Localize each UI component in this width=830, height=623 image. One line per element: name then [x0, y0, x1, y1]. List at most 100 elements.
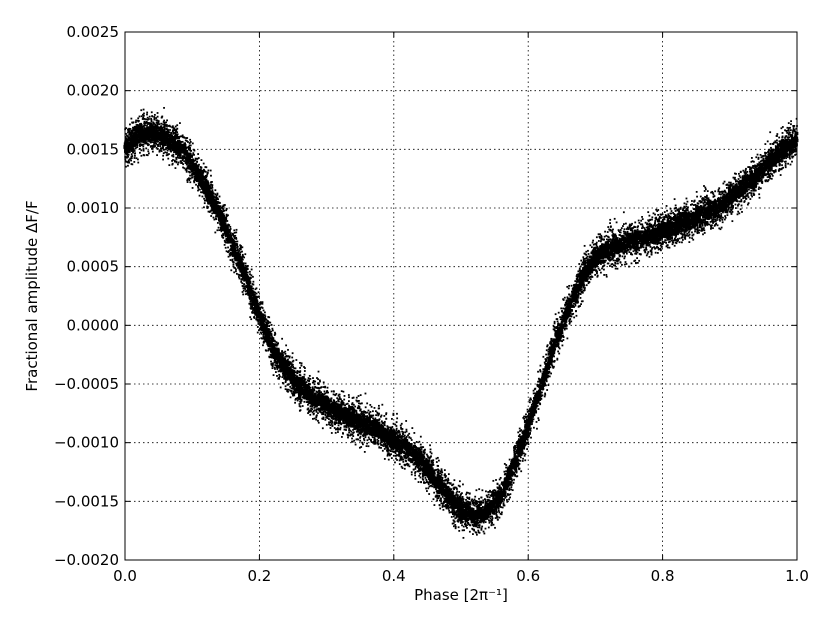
data-point — [392, 412, 395, 415]
data-point — [514, 475, 517, 477]
data-point — [390, 457, 393, 460]
data-point — [744, 196, 747, 199]
data-point — [287, 355, 289, 358]
data-point — [214, 231, 217, 234]
data-point — [540, 398, 543, 400]
data-point — [478, 497, 480, 500]
data-point — [744, 175, 747, 177]
data-point — [414, 471, 417, 473]
data-point — [706, 199, 709, 202]
data-point — [266, 319, 269, 322]
data-point — [518, 427, 521, 430]
data-point — [253, 291, 255, 294]
data-point — [607, 226, 610, 228]
data-point — [287, 348, 289, 351]
data-point — [229, 226, 232, 228]
data-point — [539, 399, 542, 401]
data-point — [638, 249, 641, 252]
data-point — [637, 247, 640, 250]
data-point — [296, 370, 299, 372]
data-point — [704, 188, 707, 191]
data-point — [566, 296, 569, 299]
data-point — [290, 387, 293, 390]
data-point — [607, 239, 610, 242]
data-point — [360, 402, 363, 405]
data-point — [359, 402, 362, 405]
data-point — [609, 256, 612, 259]
data-point — [286, 388, 289, 391]
data-point — [459, 522, 462, 524]
data-point — [163, 144, 166, 147]
data-point — [420, 481, 422, 483]
data-point — [765, 173, 768, 176]
data-point — [205, 175, 208, 177]
data-point — [485, 502, 488, 505]
data-point — [699, 201, 702, 204]
data-point — [360, 446, 363, 448]
data-point — [404, 453, 407, 456]
data-point — [630, 252, 632, 254]
data-point — [212, 216, 215, 219]
data-point — [575, 291, 578, 294]
data-point — [577, 270, 580, 273]
data-point — [577, 292, 580, 295]
data-point — [284, 352, 287, 355]
data-point — [331, 421, 334, 424]
data-point — [536, 405, 539, 407]
data-point — [646, 223, 648, 226]
data-point — [746, 170, 749, 173]
data-point — [294, 390, 297, 393]
data-point — [261, 301, 264, 304]
data-point — [759, 160, 762, 163]
data-point — [523, 445, 526, 448]
data-point — [296, 391, 299, 394]
data-point — [484, 501, 487, 504]
data-point — [410, 471, 413, 474]
data-point — [307, 403, 309, 406]
data-point — [440, 470, 443, 472]
data-point — [728, 181, 730, 184]
data-point — [327, 391, 329, 394]
data-point — [326, 386, 329, 389]
data-point — [165, 147, 168, 149]
data-point — [197, 157, 200, 159]
data-point — [376, 411, 379, 414]
data-point — [708, 199, 711, 202]
data-point — [747, 202, 750, 205]
data-point — [378, 412, 380, 415]
data-point — [578, 267, 581, 270]
data-point — [453, 520, 456, 523]
data-point — [400, 422, 403, 425]
data-point — [652, 212, 655, 215]
data-point — [524, 459, 527, 462]
data-point — [426, 475, 429, 477]
data-point — [162, 123, 165, 126]
data-point — [577, 305, 580, 308]
data-point — [389, 450, 392, 453]
data-point — [431, 485, 434, 488]
data-point — [171, 134, 174, 137]
data-point — [648, 255, 651, 258]
data-point — [188, 179, 191, 182]
data-point — [355, 423, 358, 426]
data-point — [152, 123, 155, 125]
data-point — [491, 515, 493, 518]
data-point — [238, 276, 240, 278]
data-point — [592, 243, 595, 246]
data-point — [624, 233, 627, 236]
data-point — [439, 470, 442, 473]
data-point — [580, 259, 583, 262]
data-point — [134, 154, 136, 157]
data-point — [358, 402, 360, 405]
data-point — [634, 229, 637, 232]
data-point — [509, 496, 511, 499]
data-point — [236, 240, 239, 243]
data-point — [316, 391, 319, 394]
data-point — [140, 122, 143, 125]
data-point — [311, 405, 314, 408]
data-point — [523, 417, 526, 420]
data-point — [500, 501, 503, 504]
data-point — [248, 302, 251, 305]
data-point — [349, 406, 352, 408]
data-point — [785, 157, 788, 160]
